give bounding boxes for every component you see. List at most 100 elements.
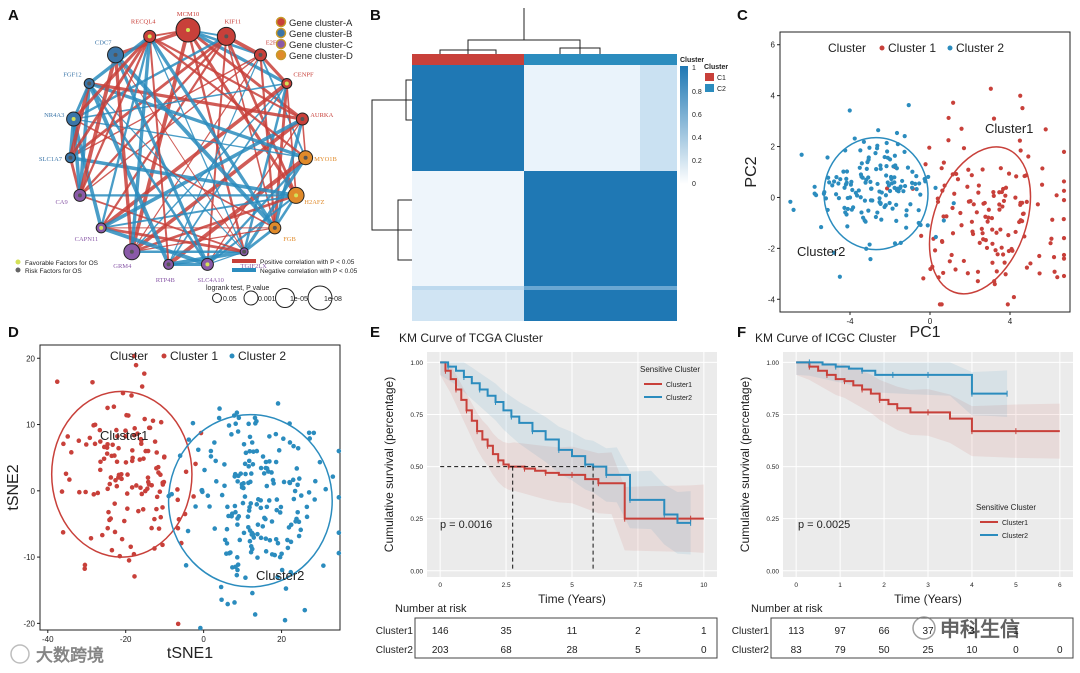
gene-node-factor-dot — [99, 225, 104, 230]
wechat-icon — [912, 616, 936, 640]
scatter-point — [235, 479, 240, 484]
risk-table-frame — [770, 617, 1074, 659]
scatter-point — [990, 227, 995, 232]
scatter-point — [241, 530, 247, 536]
y-tick-label: 0.25 — [410, 516, 423, 523]
scatter-point — [323, 486, 329, 492]
watermark-logo-icon — [10, 644, 30, 664]
x-tick-label: 1 — [838, 582, 842, 589]
scatter-point — [991, 193, 996, 198]
scatter-point — [892, 241, 898, 246]
confidence-band — [796, 362, 1008, 417]
scatter-point — [287, 440, 293, 445]
scatter-point — [951, 100, 956, 105]
scatter-point — [1061, 198, 1067, 203]
scatter-point — [263, 536, 269, 541]
scatter-point — [998, 166, 1003, 171]
scatter-point — [918, 192, 923, 197]
scatter-point — [107, 517, 112, 523]
risk-cell: 35 — [501, 626, 513, 637]
scatter-point — [249, 440, 255, 445]
scatter-point — [901, 189, 906, 194]
scatter-point — [266, 498, 272, 503]
y-tick-label: 6 — [771, 41, 776, 50]
network-edge — [69, 35, 151, 159]
network-edge — [167, 156, 307, 266]
legend-negative-corr: Negative correlation with P < 0.05 — [260, 268, 358, 275]
scatter-point — [185, 528, 191, 534]
scatter-point — [980, 231, 985, 236]
scatter-point — [246, 458, 252, 464]
risk-cell: 113 — [788, 626, 804, 637]
x-tick-label: 2.5 — [502, 582, 511, 589]
y-tick-label: 0.75 — [410, 412, 423, 419]
scatter-point — [933, 185, 938, 191]
network-edge — [148, 36, 170, 265]
scatter-point — [214, 479, 219, 484]
scatter-point — [856, 188, 861, 193]
network-edge — [129, 29, 190, 253]
scatter-point — [232, 600, 237, 605]
scatter-point — [156, 526, 162, 531]
network-edge — [113, 54, 134, 252]
x-tick-label: -4 — [846, 317, 854, 326]
scatter-point — [336, 495, 342, 500]
legend-positive-corr: Positive correlation with P < 0.05 — [260, 259, 355, 266]
scatter-point — [842, 205, 847, 210]
scatter-point — [902, 149, 907, 154]
scatter-point — [90, 379, 95, 385]
scatter-point — [140, 507, 146, 512]
scatter-point — [250, 532, 256, 537]
scatter-point — [149, 525, 154, 531]
scatter-point — [837, 274, 842, 279]
scatter-point — [980, 167, 985, 172]
legend-c1-swatch — [705, 73, 714, 81]
scatter-point — [226, 551, 232, 556]
heatmap-legend-title: Cluster — [704, 64, 728, 71]
scatter-point — [278, 504, 284, 510]
scatter-point — [976, 183, 981, 188]
scatter-point — [152, 439, 158, 444]
scatter-point — [892, 180, 897, 185]
scatter-point — [999, 189, 1005, 195]
confidence-band — [440, 362, 704, 553]
network-nodes — [64, 17, 314, 271]
scatter-point — [974, 210, 979, 215]
scatter-point — [155, 464, 161, 470]
gene-label: FGF12 — [63, 72, 81, 79]
scatter-point — [848, 182, 853, 187]
y-axis-title: PC2 — [743, 156, 760, 187]
scatter-point — [966, 167, 971, 172]
scatter-point — [861, 139, 866, 144]
scatter-point — [900, 178, 905, 184]
scatter-point — [212, 440, 217, 445]
scatter-point — [989, 215, 995, 221]
positive-corr-swatch — [232, 259, 256, 263]
y-tick-label: 20 — [26, 354, 35, 363]
scatter-point — [267, 459, 272, 464]
km-legend-cluster1: Cluster1 — [666, 382, 692, 389]
scatter-point — [123, 428, 128, 433]
scatter-point — [873, 214, 878, 220]
scatter-point — [1037, 271, 1042, 276]
network-edge — [187, 28, 288, 85]
scatter-point — [295, 482, 300, 488]
scatter-point — [198, 625, 203, 631]
scatter-point — [886, 183, 892, 188]
legend-cluster1: Cluster 1 — [170, 349, 218, 363]
scatter-point — [255, 522, 261, 527]
scatter-point — [240, 500, 246, 506]
scatter-point — [788, 199, 793, 204]
risk-cell: 1 — [701, 626, 707, 637]
scatter-point — [1024, 199, 1029, 204]
gene-node-factor-dot — [205, 262, 210, 267]
risk-cell: 0 — [701, 645, 707, 656]
scatter-point — [986, 207, 991, 212]
scatter-point — [1061, 188, 1067, 193]
scatter-point — [994, 230, 999, 235]
scatter-point — [233, 564, 238, 570]
scatter-point — [112, 453, 117, 458]
network-edge — [149, 35, 303, 121]
network-edge — [70, 156, 297, 198]
legend-dot-cluster2 — [947, 45, 953, 51]
